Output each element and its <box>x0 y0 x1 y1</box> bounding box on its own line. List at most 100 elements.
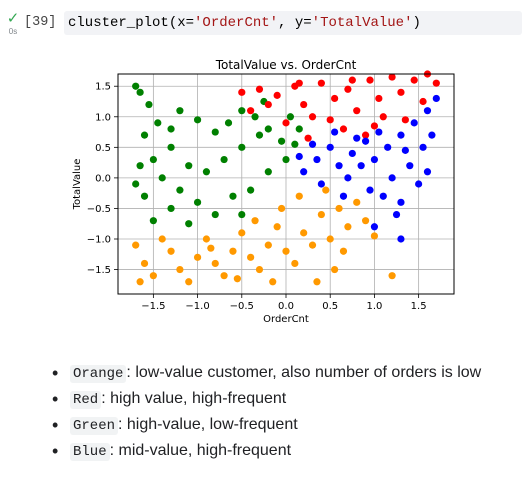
data-point <box>158 174 166 182</box>
code-close: ) <box>412 15 421 31</box>
data-point <box>193 116 202 124</box>
data-point <box>295 192 303 200</box>
data-point <box>326 235 334 243</box>
data-point <box>176 107 184 115</box>
data-point <box>149 272 157 280</box>
data-point <box>282 119 290 127</box>
data-point <box>255 265 264 274</box>
x-tick-label: 1.0 <box>366 301 382 312</box>
data-point <box>331 265 339 274</box>
y-axis-label: TotalValue <box>72 159 83 211</box>
data-point <box>353 198 361 206</box>
data-point <box>326 116 334 124</box>
data-point <box>308 113 317 121</box>
data-point <box>247 253 255 261</box>
y-tick-label: 1.0 <box>95 112 111 123</box>
data-point <box>379 113 387 121</box>
data-point <box>366 76 374 84</box>
data-point <box>423 168 432 176</box>
note-green: Green: high-value, low-frequent <box>48 412 481 438</box>
y-tick-label: −0.5 <box>87 204 111 215</box>
data-point <box>361 131 370 139</box>
data-point <box>388 174 396 182</box>
data-point <box>277 137 286 145</box>
data-point <box>136 88 144 96</box>
data-point <box>136 278 144 286</box>
data-point <box>282 155 290 164</box>
data-point <box>167 143 175 151</box>
note-key: Green <box>70 417 119 435</box>
data-point <box>140 259 149 268</box>
data-point <box>326 143 334 151</box>
note-key: Red <box>70 391 102 409</box>
data-point <box>247 186 255 194</box>
data-point <box>295 125 303 133</box>
x-tick-label: −0.5 <box>230 301 254 312</box>
data-point <box>313 155 321 164</box>
data-point <box>379 192 387 200</box>
data-point <box>419 97 427 106</box>
data-point <box>176 186 184 194</box>
x-tick-label: 0.0 <box>278 301 294 312</box>
code-arg1-value: 'OrderCnt' <box>194 15 279 31</box>
data-point <box>397 235 405 243</box>
data-point <box>344 223 352 231</box>
data-point <box>423 107 432 115</box>
data-point <box>238 107 246 115</box>
data-point <box>308 140 317 148</box>
data-point <box>300 100 308 109</box>
data-point <box>185 278 193 286</box>
note-key: Blue <box>70 443 110 461</box>
axis-ticks: −1.5 −1.0 −0.5 0.0 0.5 1.0 1.5 1.5 1.0 0.5 0.0 −0.5… <box>87 82 427 312</box>
data-point <box>401 146 409 154</box>
note-blue: Blue: mid-value, high-frequent <box>48 438 481 464</box>
data-point <box>185 220 193 228</box>
data-point <box>335 162 343 170</box>
data-point <box>154 119 162 127</box>
data-point <box>291 140 299 148</box>
data-point <box>366 186 374 194</box>
data-point <box>238 229 246 237</box>
data-point <box>247 107 255 115</box>
data-point <box>322 186 330 194</box>
data-point <box>220 155 228 164</box>
data-point <box>357 162 365 170</box>
data-point <box>269 278 277 286</box>
code-arg1-name: x= <box>177 15 195 31</box>
data-point <box>375 94 383 103</box>
data-point <box>370 122 379 130</box>
data-point <box>313 278 321 286</box>
data-point <box>397 198 405 206</box>
data-point <box>132 180 140 188</box>
data-point <box>344 85 352 93</box>
data-point <box>233 275 241 283</box>
data-point <box>300 229 308 237</box>
code-cell[interactable]: cluster_plot(x='OrderCnt', y='TotalValue… <box>64 11 522 35</box>
data-point <box>339 125 348 133</box>
data-point <box>291 259 299 268</box>
data-point <box>308 241 317 249</box>
data-point <box>158 235 166 243</box>
data-point <box>229 247 237 255</box>
x-tick-label: −1.5 <box>141 301 165 312</box>
data-point <box>140 192 149 200</box>
data-point <box>331 128 339 136</box>
x-axis-label: OrderCnt <box>263 314 309 325</box>
data-point <box>384 143 392 151</box>
data-point <box>264 241 272 249</box>
data-point <box>335 204 343 213</box>
execution-count[interactable]: [39] <box>24 15 57 30</box>
data-point <box>353 107 361 115</box>
data-point <box>375 128 383 136</box>
data-points <box>132 70 440 286</box>
data-point <box>361 137 370 145</box>
data-point <box>348 76 356 84</box>
note-red: Red: high value, high-frequent <box>48 386 481 412</box>
data-point <box>339 192 348 200</box>
data-point <box>353 134 361 142</box>
data-point <box>370 155 379 164</box>
data-point <box>193 253 202 261</box>
data-point <box>207 244 215 252</box>
data-point <box>415 180 423 188</box>
code-arg2-name: y= <box>294 15 312 31</box>
